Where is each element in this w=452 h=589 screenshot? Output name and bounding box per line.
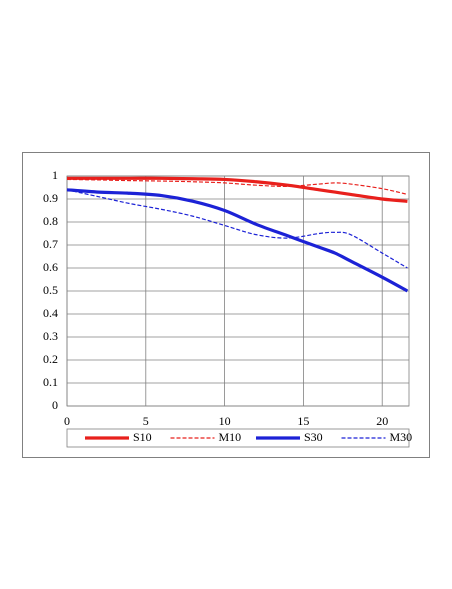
legend-label: S10 (133, 430, 152, 444)
chart-frame (22, 152, 430, 458)
legend-label: M10 (219, 430, 242, 444)
y-tick-label: 1 (52, 168, 58, 182)
legend-label: S30 (304, 430, 323, 444)
series-line (66, 176, 408, 203)
x-tick-label: 0 (64, 414, 70, 428)
y-tick-label: 0.4 (43, 306, 58, 320)
y-tick-label: 0.8 (43, 214, 58, 228)
y-tick-label: 0 (52, 398, 58, 412)
y-tick-label: 0.2 (43, 352, 58, 366)
x-tick-label: 10 (219, 414, 231, 428)
x-tick-label: 20 (376, 414, 388, 428)
x-tick-label: 5 (143, 414, 149, 428)
y-tick-label: 0.7 (43, 237, 58, 251)
series-line (66, 178, 408, 195)
series-line (66, 188, 409, 293)
y-tick-label: 0.6 (43, 260, 58, 274)
y-tick-label: 0.1 (43, 375, 58, 389)
legend-box (66, 428, 410, 448)
series-line (66, 189, 408, 269)
legend-label: M30 (390, 430, 413, 444)
y-tick-label: 0.5 (43, 283, 58, 297)
x-tick-label: 15 (297, 414, 309, 428)
y-tick-label: 0.3 (43, 329, 58, 343)
y-tick-label: 0.9 (43, 191, 58, 205)
